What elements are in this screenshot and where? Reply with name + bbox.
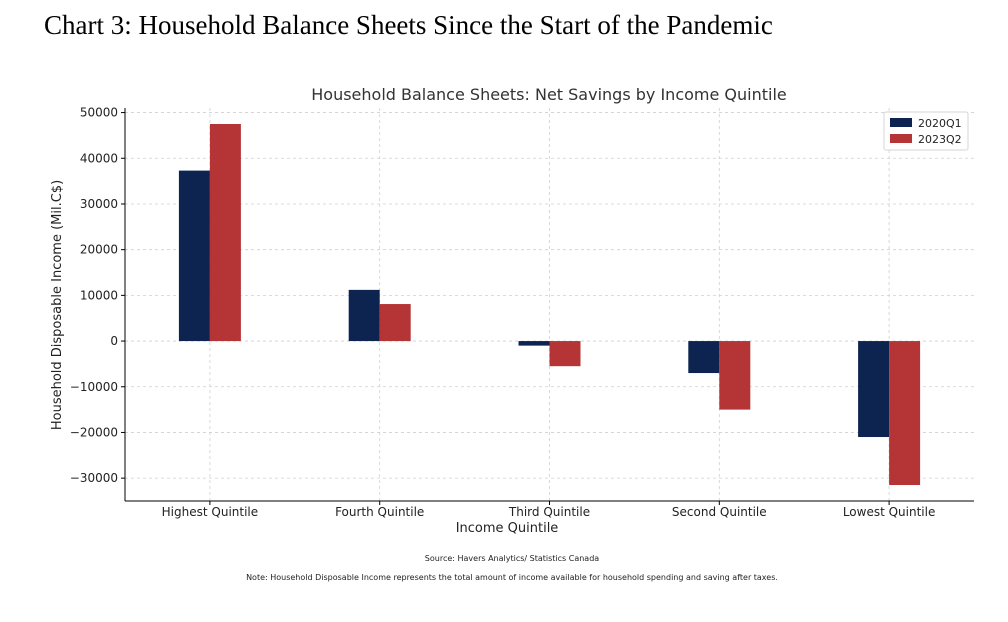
- footnote: Note: Household Disposable Income repres…: [246, 573, 778, 582]
- bar-2023q2-3: [719, 341, 751, 410]
- y-tick-label: 20000: [80, 243, 118, 257]
- bar-2020q1-1: [348, 289, 380, 342]
- x-axis-label: Income Quintile: [456, 521, 559, 536]
- bars: [178, 123, 921, 486]
- bar-2023q2-1: [379, 304, 411, 342]
- legend-swatch: [890, 118, 912, 127]
- bar-2020q1-0: [178, 170, 210, 342]
- x-tick-label: Fourth Quintile: [335, 505, 424, 519]
- y-tick-label: −10000: [70, 380, 118, 394]
- chart-title: Household Balance Sheets: Net Savings by…: [311, 85, 787, 104]
- y-tick-label: 10000: [80, 288, 118, 302]
- axes: [124, 108, 974, 502]
- bar-2023q2-2: [549, 341, 581, 367]
- y-tick-label: −30000: [70, 471, 118, 485]
- legend-label: 2023Q2: [918, 133, 962, 146]
- legend-swatch: [890, 134, 912, 143]
- y-tick-label: 50000: [80, 106, 118, 120]
- grid-lines: [125, 108, 974, 501]
- y-tick-label: 0: [110, 334, 118, 348]
- bar-2023q2-4: [889, 341, 921, 486]
- x-tick-label: Lowest Quintile: [843, 505, 936, 519]
- legend-label: 2020Q1: [918, 117, 962, 130]
- source-note: Source: Havers Analytics/ Statistics Can…: [425, 554, 600, 563]
- y-tick-label: 30000: [80, 197, 118, 211]
- bar-2020q1-3: [688, 341, 720, 374]
- y-tick-label: 40000: [80, 151, 118, 165]
- bar-2020q1-4: [858, 341, 890, 438]
- document-title: Chart 3: Household Balance Sheets Since …: [44, 10, 773, 40]
- bar-2023q2-0: [209, 123, 241, 342]
- bar-2020q1-2: [518, 341, 550, 346]
- x-axis-ticks: Highest Quintile Fourth Quintile Third Qui…: [162, 501, 936, 519]
- x-tick-label: Second Quintile: [672, 505, 767, 519]
- legend: 2020Q1 2023Q2: [883, 111, 969, 151]
- y-axis-ticks: −30000 −20000 −10000 0 10000 20000 30000 40000 5…: [70, 106, 125, 485]
- x-tick-label: Highest Quintile: [162, 505, 258, 519]
- x-tick-label: Third Quintile: [508, 505, 590, 519]
- y-axis-label: Household Disposable Income (Mil.C$): [50, 180, 65, 430]
- y-tick-label: −20000: [70, 425, 118, 439]
